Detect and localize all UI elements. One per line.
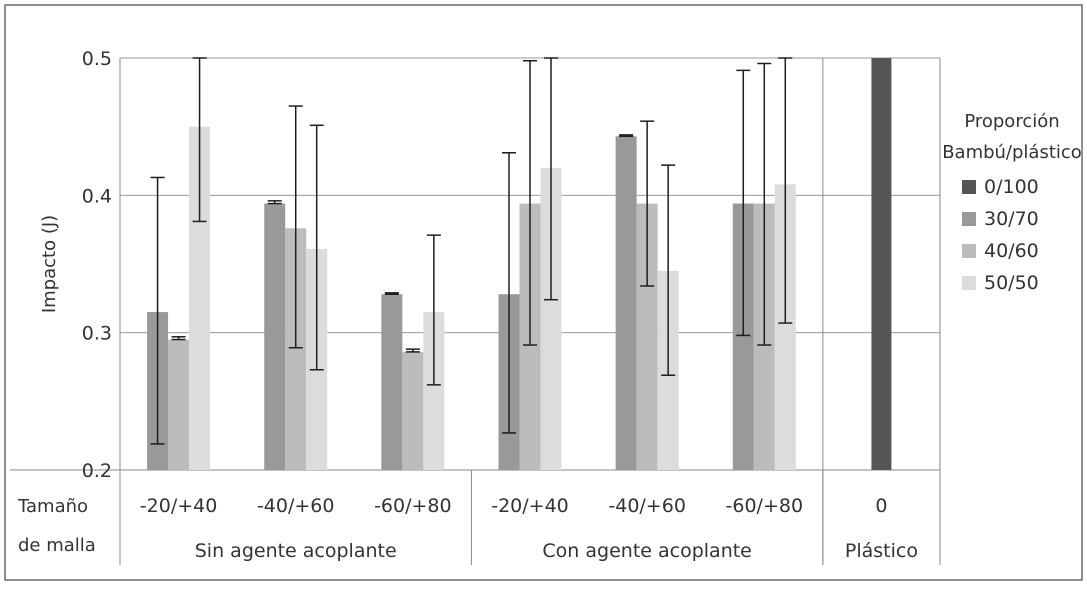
group-label: Sin agente acoplante — [195, 540, 397, 562]
legend-swatch — [962, 244, 976, 258]
legend-label: 30/70 — [984, 208, 1039, 230]
bar — [264, 203, 286, 470]
category-label: -40/+60 — [608, 495, 686, 517]
x-row-title: de malla — [18, 535, 96, 556]
y-tick-label: 0.3 — [82, 323, 112, 345]
y-tick-label: 0.4 — [82, 185, 112, 207]
legend-swatch — [962, 180, 976, 194]
bar — [636, 203, 658, 470]
bar — [871, 58, 892, 470]
y-tick-label: 0.2 — [82, 460, 112, 482]
bar — [285, 228, 307, 470]
bar — [423, 312, 445, 470]
legend-label: 0/100 — [984, 176, 1039, 198]
y-axis-label: Impacto (J) — [39, 215, 60, 313]
labels: 0.2 0.3 0.4 0.5 Sin agente acoplante Con agen… — [17, 48, 918, 562]
group-label: Con agente acoplante — [542, 540, 751, 562]
x-row-title: Tamaño — [17, 496, 88, 517]
legend-swatch — [962, 212, 976, 226]
bar — [381, 294, 403, 470]
bar — [615, 136, 637, 470]
category-label: -20/+40 — [140, 495, 218, 517]
category-label: -60/+80 — [374, 495, 452, 517]
error-bars — [150, 57, 793, 445]
bar — [168, 339, 190, 470]
legend-label: 50/50 — [984, 272, 1039, 294]
category-label: -40/+60 — [257, 495, 335, 517]
bar — [189, 126, 211, 471]
legend-title: Bambú/plástico — [942, 142, 1082, 163]
category-label: 0 — [875, 495, 887, 517]
bar — [540, 167, 562, 470]
bar — [732, 203, 754, 470]
legend-swatch — [962, 276, 976, 290]
category-label: -20/+40 — [491, 495, 569, 517]
category-label: -60/+80 — [726, 495, 804, 517]
bar — [774, 184, 796, 470]
group-label: Plástico — [845, 540, 918, 562]
legend-title: Proporción — [964, 111, 1059, 132]
bar — [402, 351, 424, 470]
legend-label: 40/60 — [984, 240, 1039, 262]
y-tick-label: 0.5 — [82, 48, 112, 70]
legend: Proporción Bambú/plástico 0/100 30/70 40/60 5… — [942, 111, 1082, 294]
